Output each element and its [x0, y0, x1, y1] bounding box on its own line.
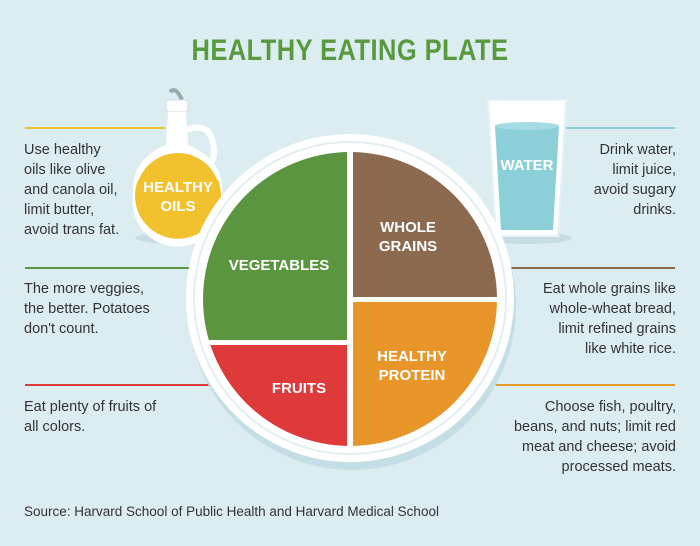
- fruits-label: FRUITS: [272, 380, 326, 397]
- grains-label-2: GRAINS: [379, 238, 437, 255]
- grains-label-1: WHOLE: [380, 219, 436, 236]
- water-label: WATER: [500, 157, 553, 174]
- water-glass-icon: WATER: [482, 99, 572, 244]
- grains-note: Eat whole grains like whole-wheat bread,…: [543, 281, 676, 357]
- protein-label-1: HEALTHY: [377, 348, 447, 365]
- protein-label-2: PROTEIN: [379, 367, 446, 384]
- vegetables-section: [203, 152, 347, 340]
- vegetables-label: VEGETABLES: [229, 257, 330, 274]
- vegetables-note: The more veggies, the better. Potatoes d…: [24, 281, 150, 337]
- plate: VEGETABLES FRUITS WHOLE GRAINS HEALTHY P…: [186, 134, 516, 470]
- water-note: Drink water, limit juice, avoid sugary d…: [593, 142, 676, 218]
- oil-bottle-icon: HEALTHY OILS: [132, 88, 225, 247]
- oils-label-1: HEALTHY: [143, 179, 213, 196]
- protein-note: Choose fish, poultry, beans, and nuts; l…: [513, 399, 676, 475]
- oils-note: Use healthy oils like olive and canola o…: [24, 142, 120, 238]
- oils-label-2: OILS: [160, 198, 195, 215]
- source-credit: Source: Harvard School of Public Health …: [24, 504, 439, 519]
- fruits-note: Eat plenty of fruits of all colors.: [24, 399, 157, 435]
- page-title: HEALTHY EATING PLATE: [191, 34, 509, 67]
